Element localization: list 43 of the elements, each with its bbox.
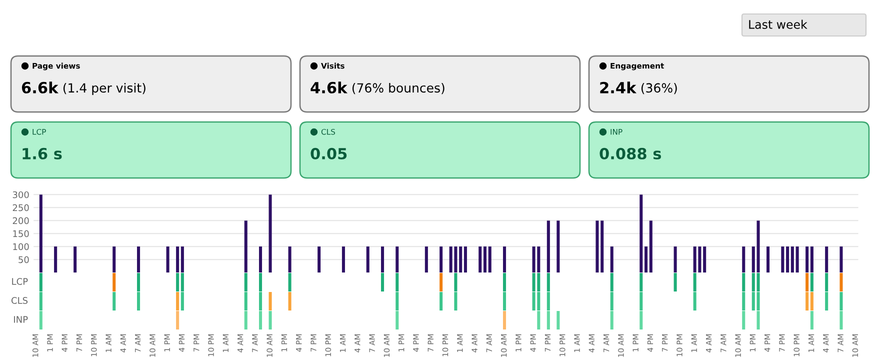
y-tick-label: 250: [12, 204, 29, 212]
bar: [318, 246, 321, 272]
bar: [366, 246, 370, 272]
y-tick-label: 150: [13, 230, 29, 238]
bar: [781, 246, 784, 272]
y-tick-label: 300: [12, 191, 29, 198]
bar: [74, 246, 77, 272]
y-tick-label: 50: [18, 256, 29, 264]
y-axis-title: LCP: [12, 278, 28, 285]
y-tick-label: 100: [13, 243, 29, 250]
y-tick-label: 200: [12, 217, 29, 224]
bar: [790, 246, 794, 272]
bar: [644, 246, 648, 272]
bar: [556, 220, 560, 272]
bar: [649, 220, 652, 272]
text: 1.6 s: [22, 148, 62, 160]
text: (1.4 per visit): [63, 82, 146, 96]
bar: [600, 220, 604, 272]
text: 0.088 s: [600, 148, 662, 160]
bar: [488, 246, 492, 272]
bar: [596, 220, 599, 272]
text: 6.6k: [22, 82, 59, 94]
text: Last week: [749, 20, 808, 29]
bar: [342, 246, 345, 272]
text: (36%): [641, 82, 677, 94]
bar: [464, 246, 467, 272]
bar: [786, 246, 790, 272]
bar: [766, 246, 770, 272]
y-axis-title: INP: [14, 316, 28, 323]
text: 4.6k: [310, 82, 348, 94]
bar: [483, 246, 486, 272]
bar: [424, 246, 428, 272]
bar: [703, 246, 706, 272]
bar: [478, 246, 482, 272]
text: 2.4k: [600, 82, 637, 94]
bar: [54, 246, 58, 272]
text: (76% bounces): [352, 82, 444, 94]
text: 0.05: [310, 148, 347, 160]
bar: [796, 246, 799, 272]
y-axis-title: CLS: [11, 297, 28, 304]
bar: [459, 246, 462, 272]
bar: [268, 194, 272, 272]
bar: [166, 246, 170, 272]
